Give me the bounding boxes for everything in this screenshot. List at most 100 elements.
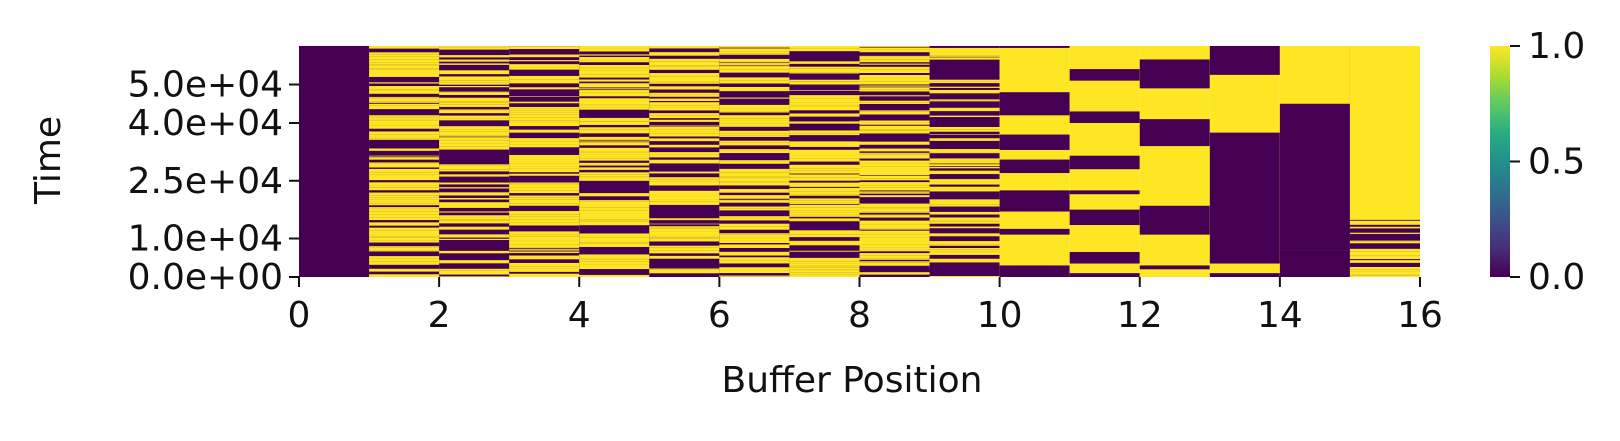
- heatmap-cell: [929, 241, 1000, 245]
- heatmap-cell: [579, 65, 650, 68]
- heatmap-cell: [439, 135, 510, 137]
- heatmap-cell: [369, 207, 440, 209]
- heatmap-cell: [859, 214, 930, 216]
- heatmap-cell: [509, 236, 580, 241]
- heatmap-cell: [439, 97, 510, 102]
- heatmap-cell: [649, 181, 720, 186]
- y-tick-label: 4.0e+04: [128, 103, 283, 144]
- heatmap-cell: [509, 182, 580, 184]
- heatmap-cell: [439, 276, 510, 277]
- heatmap-cell: [439, 268, 510, 271]
- heatmap-cell: [789, 95, 860, 99]
- heatmap-cell: [579, 67, 650, 69]
- heatmap-cell: [789, 274, 860, 277]
- colorbar-ticks: 0.0 0.5 1.0: [1510, 26, 1585, 298]
- heatmap-cell: [859, 208, 930, 212]
- heatmap-cell: [859, 220, 930, 225]
- heatmap-cell: [439, 143, 510, 147]
- heatmap-cell: [579, 46, 650, 49]
- heatmap-cell: [369, 187, 440, 191]
- heatmap-cell: [789, 81, 860, 83]
- heatmap-cell: [719, 142, 790, 146]
- heatmap-cell: [439, 270, 510, 275]
- heatmap-cell: [929, 100, 1000, 102]
- heatmap-cell: [369, 46, 440, 47]
- heatmap-cell: [719, 208, 790, 211]
- heatmap-cell: [579, 264, 650, 266]
- heatmap-cell: [1349, 260, 1420, 261]
- heatmap-cell: [719, 62, 790, 64]
- heatmap-cell: [859, 228, 930, 230]
- heatmap-cell: [929, 251, 1000, 255]
- heatmap-cell: [369, 72, 440, 76]
- heatmap-cell: [789, 234, 860, 238]
- heatmap-cell: [509, 216, 580, 220]
- heatmap-cell: [509, 235, 580, 237]
- heatmap-cell: [929, 276, 1000, 277]
- heatmap-cell: [369, 178, 440, 181]
- heatmap-cell: [579, 164, 650, 166]
- heatmap-cell: [509, 187, 580, 191]
- heatmap-cell: [439, 211, 510, 213]
- heatmap-cell: [859, 247, 930, 250]
- heatmap-cell: [439, 174, 510, 177]
- heatmap-cell: [719, 66, 790, 70]
- heatmap-cell: [859, 258, 930, 260]
- heatmap-cell: [859, 182, 930, 186]
- heatmap-cell: [439, 192, 510, 196]
- heatmap-cell: [649, 144, 720, 148]
- heatmap-cell: [509, 231, 580, 235]
- heatmap-cell: [649, 98, 720, 101]
- heatmap-cell: [859, 166, 930, 170]
- heatmap-cell: [579, 172, 650, 175]
- heatmap-cell: [1349, 260, 1420, 263]
- heatmap-cell: [1069, 155, 1140, 170]
- heatmap-cell: [509, 101, 580, 104]
- heatmap-cell: [439, 46, 510, 48]
- heatmap-cell: [369, 261, 440, 265]
- heatmap-cell: [649, 86, 720, 90]
- heatmap-cell: [929, 149, 1000, 153]
- heatmap-cell: [509, 156, 580, 160]
- heatmap-cell: [929, 221, 1000, 224]
- heatmap-cell: [509, 240, 580, 245]
- heatmap-cell: [649, 125, 720, 127]
- heatmap-cell: [649, 226, 720, 228]
- heatmap-cell: [439, 260, 510, 264]
- heatmap-cell: [509, 262, 580, 267]
- heatmap-cell: [859, 122, 930, 125]
- heatmap-cell: [1349, 275, 1420, 277]
- heatmap-cell: [579, 262, 650, 265]
- heatmap-cell: [369, 115, 440, 117]
- heatmap-cell: [509, 114, 580, 118]
- heatmap-cell: [579, 143, 650, 146]
- heatmap-cell: [509, 154, 580, 157]
- heatmap-cell: [509, 203, 580, 206]
- heatmap-cell: [649, 228, 720, 232]
- heatmap-cell: [649, 133, 720, 137]
- heatmap-cell: [789, 61, 860, 64]
- heatmap-cell: [789, 152, 860, 156]
- heatmap-cell: [1349, 232, 1420, 234]
- heatmap-cell: [439, 202, 510, 206]
- heatmap-cell: [369, 214, 440, 218]
- heatmap-cell: [929, 129, 1000, 132]
- heatmap-cell: [649, 61, 720, 66]
- heatmap-cell: [789, 186, 860, 188]
- heatmap-cell: [999, 190, 1070, 212]
- heatmap-cell: [369, 116, 440, 118]
- heatmap-cell: [439, 217, 510, 220]
- heatmap-cell: [859, 55, 930, 57]
- heatmap-cell: [579, 136, 650, 140]
- heatmap-cell: [509, 255, 580, 260]
- heatmap-cell: [719, 218, 790, 221]
- heatmap-cell: [719, 53, 790, 55]
- heatmap-cell: [789, 263, 860, 266]
- heatmap-cell: [789, 48, 860, 52]
- heatmap-cell: [859, 244, 930, 248]
- heatmap-cell: [369, 168, 440, 173]
- heatmap-cell: [719, 130, 790, 134]
- heatmap-cell: [579, 254, 650, 259]
- heatmap-cell: [509, 64, 580, 68]
- heatmap-cell: [439, 104, 510, 107]
